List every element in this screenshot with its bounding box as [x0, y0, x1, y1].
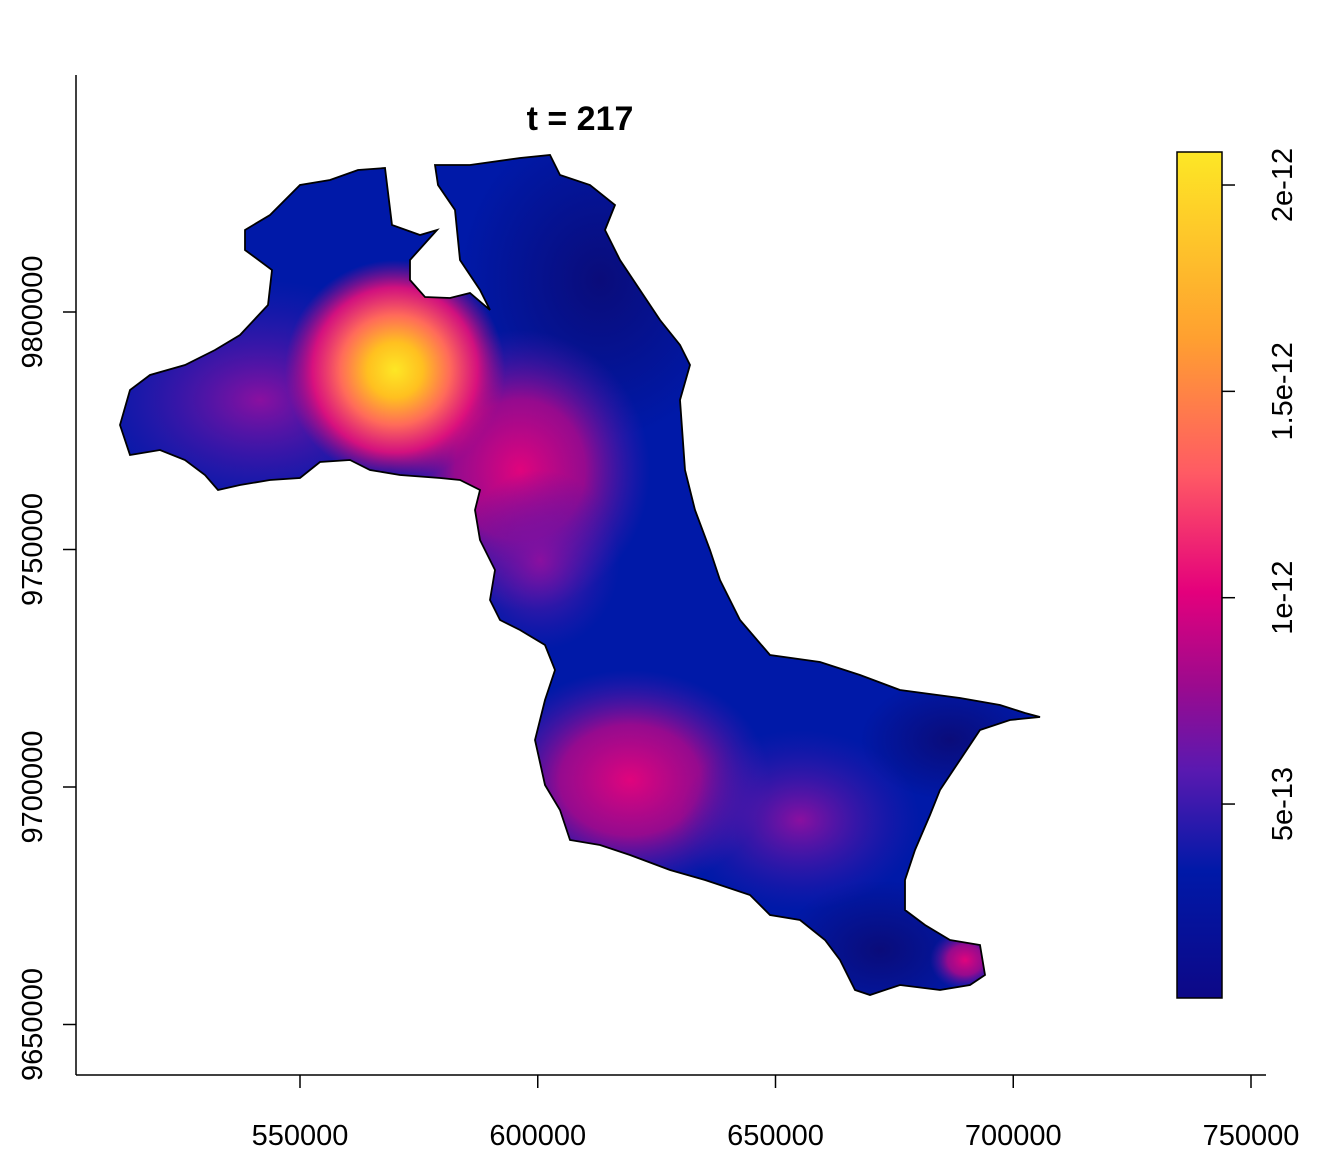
- x-axis: 550000 600000 650000 700000 750000: [76, 1074, 1300, 1152]
- y-tick-label: 9800000: [17, 256, 49, 369]
- colorbar-tick-label: 5e-13: [1267, 767, 1299, 841]
- colorbar-gradient: [1176, 151, 1223, 999]
- x-tick-label: 600000: [489, 1120, 586, 1152]
- raster-field: [120, 155, 1040, 995]
- colorbar-tick-label: 2e-12: [1267, 148, 1299, 222]
- x-tick-label: 550000: [252, 1120, 349, 1152]
- colorbar-tick-label: 1.5e-12: [1267, 342, 1299, 440]
- x-tick-label: 750000: [1203, 1120, 1300, 1152]
- y-axis: 9650000 9700000 9750000 9800000: [17, 75, 77, 1081]
- y-tick-label: 9750000: [17, 493, 49, 606]
- colorbar: 5e-13 1e-12 1.5e-12 2e-12: [1176, 148, 1299, 999]
- y-tick-label: 9650000: [17, 968, 49, 1081]
- y-tick-label: 9700000: [17, 731, 49, 844]
- x-tick-label: 650000: [727, 1120, 824, 1152]
- plot-title: t = 217: [527, 100, 634, 138]
- colorbar-tick-label: 1e-12: [1267, 561, 1299, 635]
- x-tick-label: 700000: [965, 1120, 1062, 1152]
